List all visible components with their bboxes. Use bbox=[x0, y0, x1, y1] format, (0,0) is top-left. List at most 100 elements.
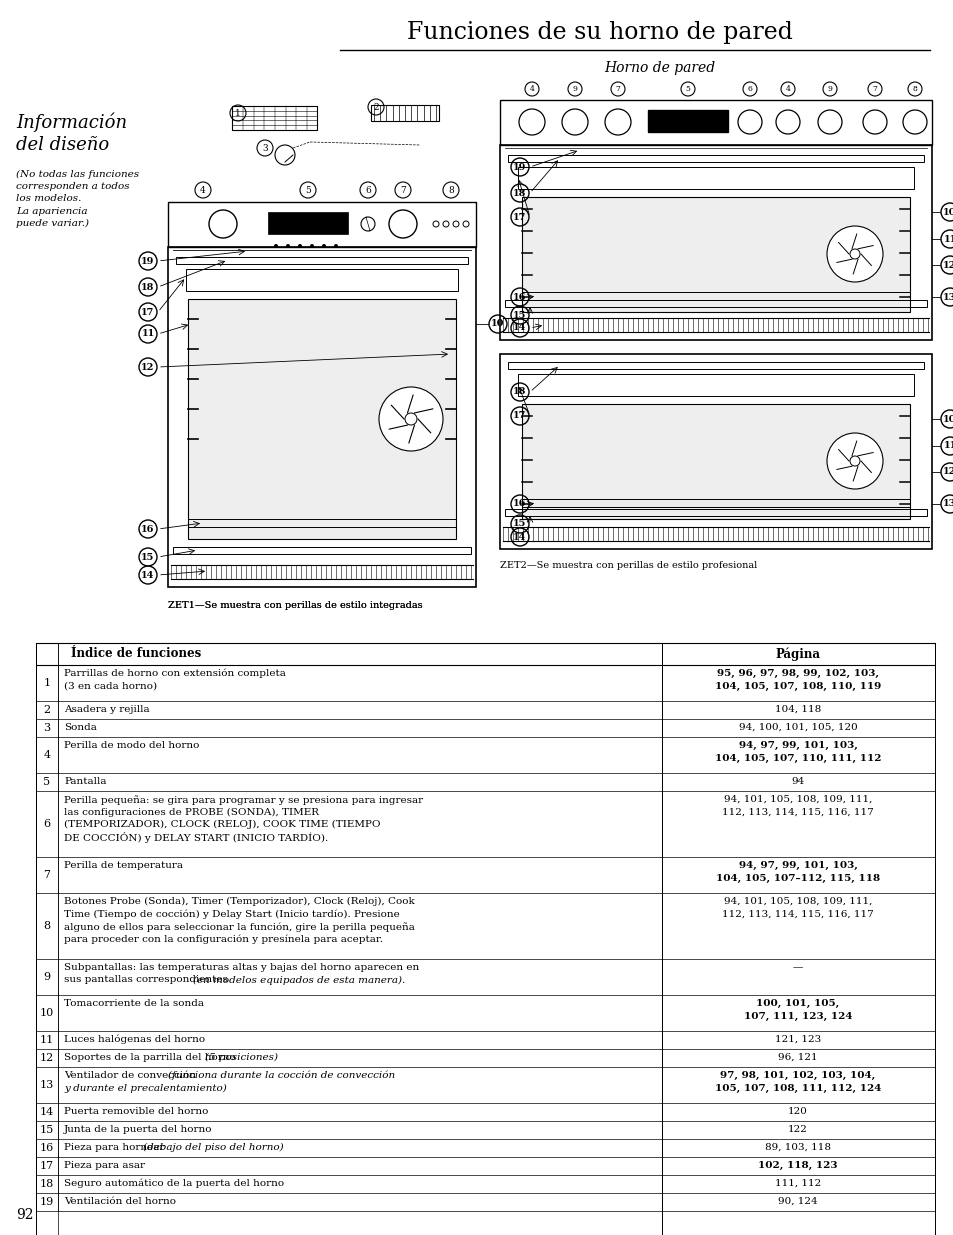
Text: 5: 5 bbox=[305, 185, 311, 194]
Text: 4: 4 bbox=[529, 85, 534, 93]
Text: Índice de funciones: Índice de funciones bbox=[71, 647, 201, 661]
Text: alguno de ellos para seleccionar la función, gire la perilla pequeña: alguno de ellos para seleccionar la func… bbox=[64, 923, 415, 931]
Text: las configuraciones de PROBE (SONDA), TIMER: las configuraciones de PROBE (SONDA), TI… bbox=[64, 808, 318, 816]
Text: 97, 98, 101, 102, 103, 104,: 97, 98, 101, 102, 103, 104, bbox=[720, 1071, 875, 1081]
Text: Puerta removible del horno: Puerta removible del horno bbox=[64, 1107, 208, 1116]
Text: Perilla pequeña: se gira para programar y se presiona para ingresar: Perilla pequeña: se gira para programar … bbox=[64, 795, 423, 805]
Text: 11: 11 bbox=[40, 1035, 54, 1045]
Text: 17: 17 bbox=[513, 212, 526, 221]
Text: (funciona durante la cocción de convección: (funciona durante la cocción de convecci… bbox=[168, 1071, 395, 1081]
Text: ZET2—Se muestra con perillas de estilo profesional: ZET2—Se muestra con perillas de estilo p… bbox=[499, 561, 757, 571]
Text: 107, 111, 123, 124: 107, 111, 123, 124 bbox=[743, 1011, 851, 1020]
Text: Ventilación del horno: Ventilación del horno bbox=[64, 1197, 175, 1207]
Text: 1: 1 bbox=[44, 678, 51, 688]
Text: 5: 5 bbox=[685, 85, 690, 93]
Text: 17: 17 bbox=[513, 411, 526, 420]
Text: Perilla de temperatura: Perilla de temperatura bbox=[64, 861, 183, 869]
Text: 8: 8 bbox=[912, 85, 917, 93]
Text: Junta de la puerta del horno: Junta de la puerta del horno bbox=[64, 1125, 213, 1134]
Text: 94, 101, 105, 108, 109, 111,: 94, 101, 105, 108, 109, 111, bbox=[723, 897, 871, 906]
Text: 89, 103, 118: 89, 103, 118 bbox=[764, 1144, 830, 1152]
FancyBboxPatch shape bbox=[521, 198, 909, 312]
Text: 15: 15 bbox=[513, 520, 526, 529]
Text: 13: 13 bbox=[40, 1079, 54, 1091]
Text: 18: 18 bbox=[513, 388, 526, 396]
Circle shape bbox=[297, 245, 302, 248]
Text: 105, 107, 108, 111, 112, 124: 105, 107, 108, 111, 112, 124 bbox=[714, 1083, 881, 1093]
Text: Subpantallas: las temperaturas altas y bajas del horno aparecen en: Subpantallas: las temperaturas altas y b… bbox=[64, 963, 418, 972]
Text: 12: 12 bbox=[141, 363, 154, 372]
Text: 16: 16 bbox=[40, 1144, 54, 1153]
Text: Soportes de la parrilla del horno: Soportes de la parrilla del horno bbox=[64, 1053, 239, 1062]
Text: DE COCCIÓN) y DELAY START (INICIO TARDÍO).: DE COCCIÓN) y DELAY START (INICIO TARDÍO… bbox=[64, 832, 328, 844]
Circle shape bbox=[286, 245, 290, 248]
Text: 2: 2 bbox=[44, 705, 51, 715]
Text: 7: 7 bbox=[44, 869, 51, 881]
Text: 14: 14 bbox=[141, 571, 154, 579]
Text: 12: 12 bbox=[943, 261, 953, 269]
Circle shape bbox=[826, 433, 882, 489]
Text: 16: 16 bbox=[513, 499, 526, 509]
FancyBboxPatch shape bbox=[268, 212, 348, 233]
Text: 104, 105, 107, 108, 110, 119: 104, 105, 107, 108, 110, 119 bbox=[714, 682, 881, 690]
Circle shape bbox=[378, 387, 442, 451]
Text: 13: 13 bbox=[943, 293, 953, 301]
Text: 104, 118: 104, 118 bbox=[774, 705, 821, 714]
Text: 111, 112: 111, 112 bbox=[774, 1179, 821, 1188]
Text: 95, 96, 97, 98, 99, 102, 103,: 95, 96, 97, 98, 99, 102, 103, bbox=[717, 669, 878, 678]
Text: 94, 100, 101, 105, 120: 94, 100, 101, 105, 120 bbox=[738, 722, 857, 732]
Text: 8: 8 bbox=[44, 921, 51, 931]
FancyBboxPatch shape bbox=[521, 404, 909, 519]
Text: Funciones de su horno de pared: Funciones de su horno de pared bbox=[407, 21, 792, 43]
Text: 18: 18 bbox=[513, 189, 526, 198]
Text: Tomacorriente de la sonda: Tomacorriente de la sonda bbox=[64, 999, 204, 1008]
Text: 4: 4 bbox=[44, 750, 51, 760]
Text: 92: 92 bbox=[16, 1208, 33, 1221]
Text: para proceder con la configuración y presínela para aceptar.: para proceder con la configuración y pre… bbox=[64, 935, 382, 944]
Text: (No todas las funciones
corresponden a todos
los modelos.
La apariencia
puede va: (No todas las funciones corresponden a t… bbox=[16, 170, 139, 228]
Text: 112, 113, 114, 115, 116, 117: 112, 113, 114, 115, 116, 117 bbox=[721, 808, 873, 816]
Text: sus pantallas correspondientes: sus pantallas correspondientes bbox=[64, 976, 231, 984]
Text: 11: 11 bbox=[943, 441, 953, 451]
Text: (TEMPORIZADOR), CLOCK (RELOJ), COOK TIME (TIEMPO: (TEMPORIZADOR), CLOCK (RELOJ), COOK TIME… bbox=[64, 820, 380, 829]
Text: 6: 6 bbox=[365, 185, 371, 194]
Text: 11: 11 bbox=[141, 330, 154, 338]
Text: Información
del diseño: Información del diseño bbox=[16, 112, 127, 153]
Text: 19: 19 bbox=[40, 1197, 54, 1207]
Text: 15: 15 bbox=[40, 1125, 54, 1135]
Text: (en modelos equipados de esta manera).: (en modelos equipados de esta manera). bbox=[193, 976, 404, 984]
Text: 9: 9 bbox=[572, 85, 577, 93]
Text: Seguro automático de la puerta del horno: Seguro automático de la puerta del horno bbox=[64, 1179, 284, 1188]
Text: —: — bbox=[792, 963, 802, 972]
Text: 102, 118, 123: 102, 118, 123 bbox=[758, 1161, 837, 1170]
Text: 2: 2 bbox=[373, 103, 378, 111]
Text: 122: 122 bbox=[787, 1125, 807, 1134]
Text: 90, 124: 90, 124 bbox=[778, 1197, 817, 1207]
Text: 94, 97, 99, 101, 103,: 94, 97, 99, 101, 103, bbox=[738, 861, 857, 869]
Text: 8: 8 bbox=[448, 185, 454, 194]
Circle shape bbox=[274, 245, 277, 248]
Circle shape bbox=[334, 245, 337, 248]
Text: 104, 105, 107, 110, 111, 112: 104, 105, 107, 110, 111, 112 bbox=[714, 753, 881, 762]
Circle shape bbox=[826, 226, 882, 282]
Text: Luces halógenas del horno: Luces halógenas del horno bbox=[64, 1035, 205, 1045]
Text: 17: 17 bbox=[40, 1161, 54, 1171]
Text: 16: 16 bbox=[141, 525, 154, 534]
Text: 94, 101, 105, 108, 109, 111,: 94, 101, 105, 108, 109, 111, bbox=[723, 795, 871, 804]
Text: 94: 94 bbox=[791, 777, 803, 785]
Text: 10: 10 bbox=[943, 415, 953, 424]
Text: 4: 4 bbox=[200, 185, 206, 194]
Text: 7: 7 bbox=[615, 85, 619, 93]
Text: (3 en cada horno): (3 en cada horno) bbox=[64, 682, 157, 690]
Circle shape bbox=[310, 245, 314, 248]
Circle shape bbox=[322, 245, 326, 248]
Text: 9: 9 bbox=[826, 85, 832, 93]
Text: Página: Página bbox=[775, 647, 820, 661]
Text: 1: 1 bbox=[234, 109, 240, 117]
Text: Parrillas de horno con extensión completa: Parrillas de horno con extensión complet… bbox=[64, 669, 286, 678]
FancyBboxPatch shape bbox=[188, 299, 456, 538]
Text: 19: 19 bbox=[141, 257, 154, 266]
FancyBboxPatch shape bbox=[647, 110, 727, 132]
Text: 100, 101, 105,: 100, 101, 105, bbox=[756, 999, 839, 1008]
Text: Botones Probe (Sonda), Timer (Temporizador), Clock (Reloj), Cook: Botones Probe (Sonda), Timer (Temporizad… bbox=[64, 897, 415, 906]
